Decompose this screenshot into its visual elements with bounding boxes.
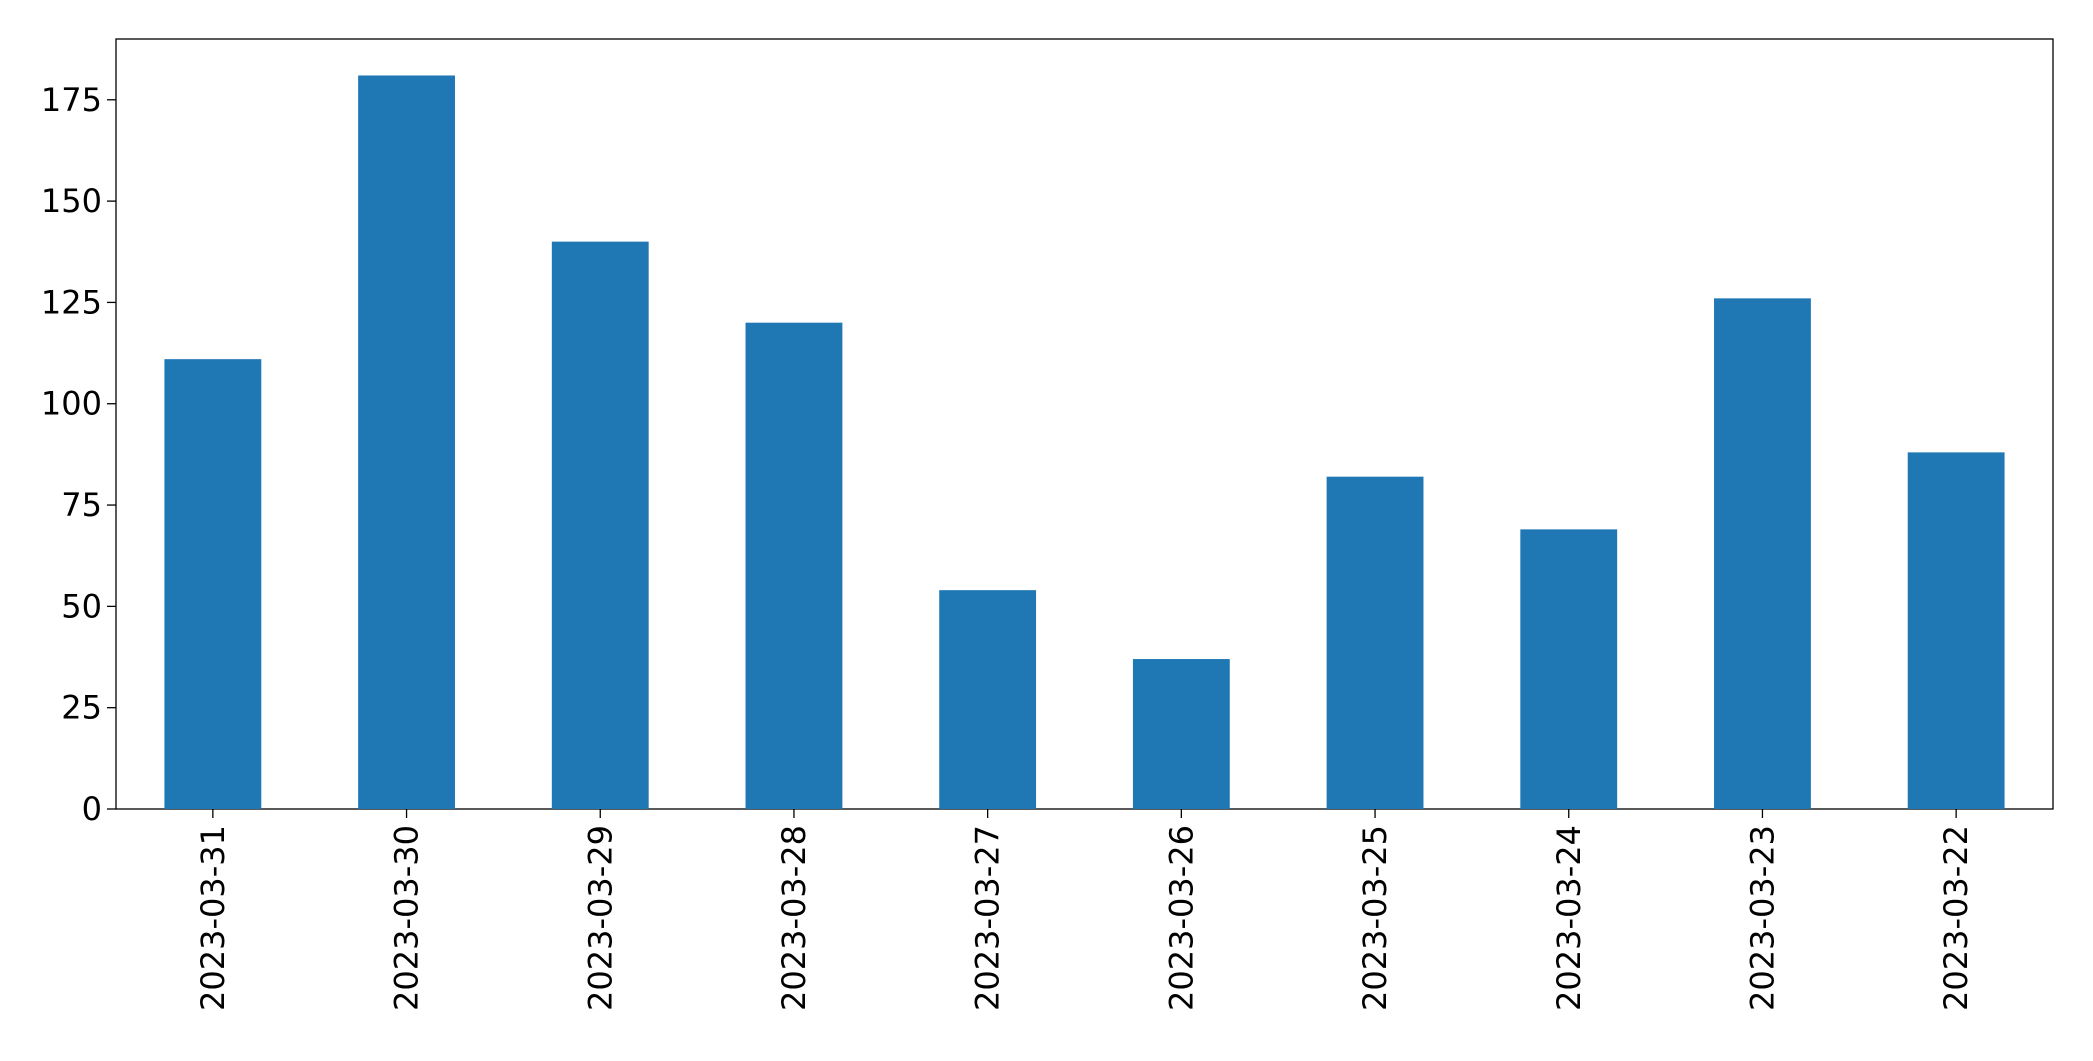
y-tick-label: 150 xyxy=(41,182,102,220)
bar xyxy=(551,241,649,809)
x-tick-label: 2023-03-22 xyxy=(1937,825,1975,1011)
x-tick-label: 2023-03-27 xyxy=(969,825,1007,1011)
y-tick-label: 0 xyxy=(82,790,102,828)
x-tick-label: 2023-03-28 xyxy=(775,825,813,1011)
plot-frame xyxy=(115,38,2054,810)
y-tick-label: 75 xyxy=(61,486,102,524)
x-tick-label: 2023-03-25 xyxy=(1356,825,1394,1011)
bar xyxy=(1132,659,1230,809)
bar xyxy=(358,75,455,809)
bar xyxy=(1714,298,1811,809)
bar xyxy=(1520,529,1618,809)
y-tick-label: 100 xyxy=(41,385,102,423)
bar xyxy=(1326,476,1424,809)
y-tick-label: 125 xyxy=(41,283,102,321)
x-tick-label: 2023-03-30 xyxy=(388,825,426,1011)
y-tick-label: 25 xyxy=(61,689,102,727)
bar xyxy=(1907,452,2005,809)
x-tick-label: 2023-03-26 xyxy=(1162,825,1200,1011)
bar xyxy=(745,322,843,809)
y-tick-label: 175 xyxy=(41,81,102,119)
bar xyxy=(939,590,1037,809)
x-tick-label: 2023-03-31 xyxy=(194,825,232,1011)
y-tick-label: 50 xyxy=(61,587,102,625)
x-tick-label: 2023-03-23 xyxy=(1743,825,1781,1011)
x-tick-label: 2023-03-24 xyxy=(1550,825,1588,1011)
bar xyxy=(164,359,262,809)
x-tick-label: 2023-03-29 xyxy=(581,825,619,1011)
